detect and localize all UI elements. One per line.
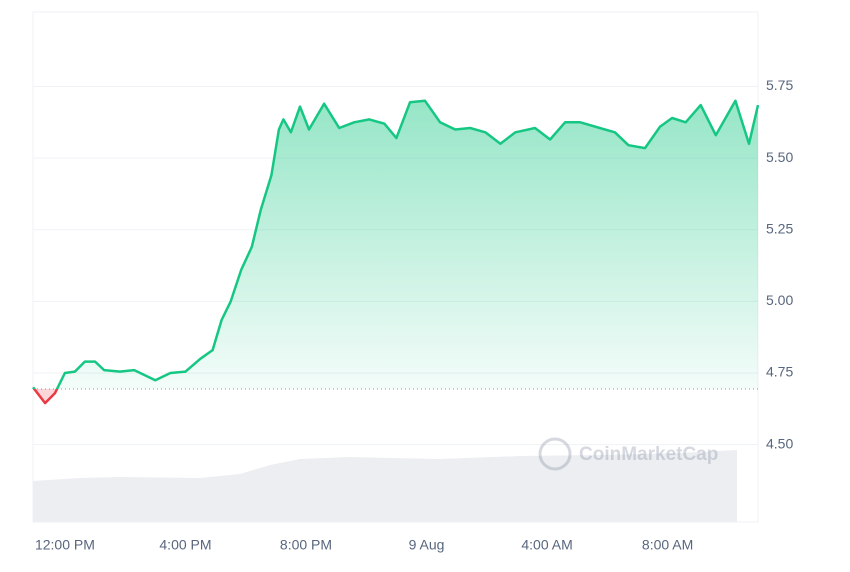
x-tick-label: 9 Aug [409,537,445,553]
price-line [32,99,760,390]
volume-area [33,450,737,522]
y-tick-label: 4.50 [766,435,793,451]
y-tick-label: 5.75 [766,77,793,93]
x-tick-label: 8:00 PM [280,537,332,553]
area-down [34,389,57,404]
x-tick-label: 4:00 AM [521,537,572,553]
y-tick-label: 4.75 [766,364,793,380]
x-tick-label: 8:00 AM [642,537,693,553]
watermark: CoinMarketCap [538,437,718,471]
watermark-text: CoinMarketCap [579,444,718,465]
y-tick-label: 5.25 [766,220,793,236]
area-up [33,100,758,390]
y-tick-label: 5.00 [766,292,793,308]
x-tick-label: 4:00 PM [159,537,211,553]
y-tick-label: 5.50 [766,149,793,165]
x-tick-label: 12:00 PM [35,537,95,553]
plot [32,99,760,405]
